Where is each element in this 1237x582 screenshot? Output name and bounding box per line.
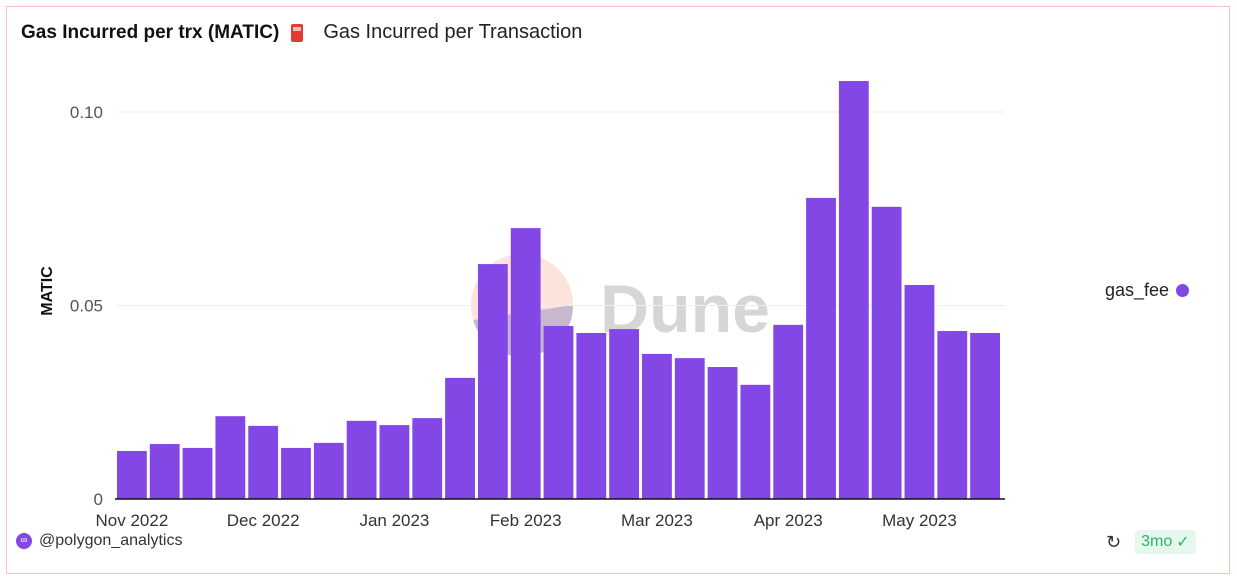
bar[interactable] — [707, 367, 738, 499]
bar[interactable] — [248, 425, 279, 499]
bar[interactable] — [937, 331, 968, 499]
x-tick-label: Jan 2023 — [359, 511, 429, 530]
bar[interactable] — [117, 451, 147, 499]
bar[interactable] — [642, 353, 672, 499]
bar[interactable] — [576, 332, 607, 499]
polygon-logo-icon: ∞ — [16, 533, 32, 549]
x-tick-label: Dec 2022 — [227, 511, 300, 530]
bar[interactable] — [871, 206, 902, 499]
bar[interactable] — [182, 447, 213, 499]
bar[interactable] — [904, 284, 935, 499]
bar[interactable] — [740, 384, 771, 499]
bar[interactable] — [510, 228, 541, 499]
bar[interactable] — [346, 420, 377, 499]
y-axis-label: MATIC — [39, 266, 56, 316]
legend-item-gas-fee[interactable]: gas_fee — [1105, 280, 1190, 301]
y-tick-label: 0 — [94, 490, 103, 509]
x-tick-label: Apr 2023 — [754, 511, 823, 530]
chart-header: Gas Incurred per trx (MATIC) Gas Incurre… — [21, 21, 582, 44]
legend-dot — [1176, 284, 1190, 297]
x-tick-label: Feb 2023 — [490, 511, 562, 530]
chart-subtitle: Gas Incurred per Transaction — [323, 21, 583, 43]
legend-label: gas_fee — [1105, 280, 1170, 300]
bar[interactable] — [609, 329, 640, 499]
bar[interactable] — [838, 81, 869, 499]
x-tick-label: May 2023 — [882, 511, 957, 530]
bar[interactable] — [543, 326, 574, 499]
chart-title: Gas Incurred per trx (MATIC) — [21, 21, 280, 43]
bar[interactable] — [674, 358, 705, 499]
bar[interactable] — [313, 442, 344, 499]
bar[interactable] — [149, 444, 180, 499]
fuel-pump-icon — [291, 23, 304, 42]
y-tick-label: 0.05 — [70, 297, 103, 316]
bar[interactable] — [773, 324, 804, 499]
author-link[interactable]: ∞ @polygon_analytics — [16, 532, 182, 550]
x-tick-label: Nov 2022 — [96, 511, 169, 530]
bar[interactable] — [379, 425, 410, 499]
refresh-icon[interactable]: ↻ — [1106, 531, 1122, 552]
bar[interactable] — [477, 264, 508, 499]
author-name: @polygon_analytics — [39, 532, 183, 549]
freshness-badge: 3mo ✓ — [1135, 530, 1196, 554]
bar[interactable] — [970, 332, 1000, 499]
verified-check-icon: ✓ — [1176, 534, 1190, 551]
bar[interactable] — [412, 418, 443, 499]
bar[interactable] — [806, 197, 836, 499]
y-tick-label: 0.10 — [70, 103, 103, 122]
x-tick-label: Mar 2023 — [621, 511, 693, 530]
bar[interactable] — [445, 377, 475, 499]
bar[interactable] — [215, 416, 246, 499]
bar[interactable] — [281, 447, 311, 499]
age-text: 3mo — [1141, 533, 1173, 550]
